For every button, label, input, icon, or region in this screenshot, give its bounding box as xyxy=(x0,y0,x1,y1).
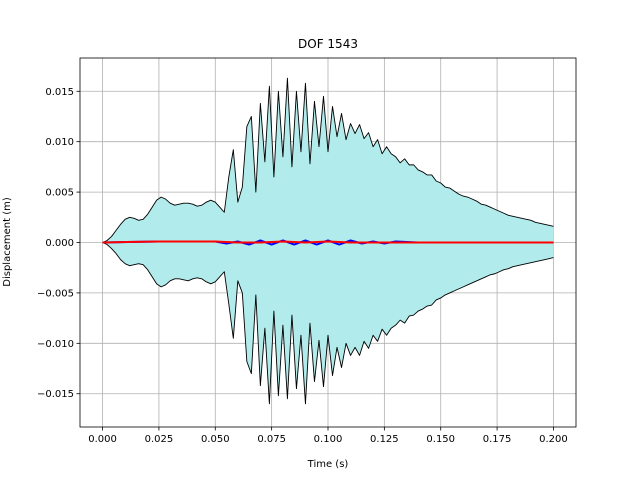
envelope-upper-edge xyxy=(102,77,554,243)
x-tick-label: 0.100 xyxy=(314,434,343,445)
y-tick-label: 0.015 xyxy=(45,87,74,98)
x-tick-label: 0.075 xyxy=(257,434,286,445)
y-tick-label: −0.015 xyxy=(37,389,74,400)
y-tick-label: −0.010 xyxy=(37,339,74,350)
x-tick-label: 0.150 xyxy=(426,434,455,445)
series-lines xyxy=(102,239,554,246)
y-tick-label: 0.010 xyxy=(45,137,74,148)
y-axis-label: Displacement (m) xyxy=(2,197,13,287)
y-tick-label: −0.005 xyxy=(37,288,74,299)
chart-title: DOF 1543 xyxy=(298,37,358,51)
x-tick-label: 0.200 xyxy=(539,434,568,445)
x-tick-label: 0.125 xyxy=(370,434,399,445)
x-tick-label: 0.175 xyxy=(483,434,512,445)
series-line-2 xyxy=(102,240,554,244)
y-axis-ticks: −0.015 −0.010 −0.005 0.000 0.005 0.010 0.015 xyxy=(37,87,80,400)
x-tick-label: 0.050 xyxy=(201,434,230,445)
envelope-lower-edge xyxy=(102,242,554,405)
x-axis-ticks: 0.000 0.025 0.050 0.075 0.100 0.125 0.150 0.175… xyxy=(88,427,568,445)
y-tick-label: 0.000 xyxy=(45,238,74,249)
x-tick-label: 0.000 xyxy=(88,434,117,445)
x-axis-label: Time (s) xyxy=(307,459,349,470)
x-tick-label: 0.025 xyxy=(145,434,174,445)
y-tick-label: 0.005 xyxy=(45,188,74,199)
